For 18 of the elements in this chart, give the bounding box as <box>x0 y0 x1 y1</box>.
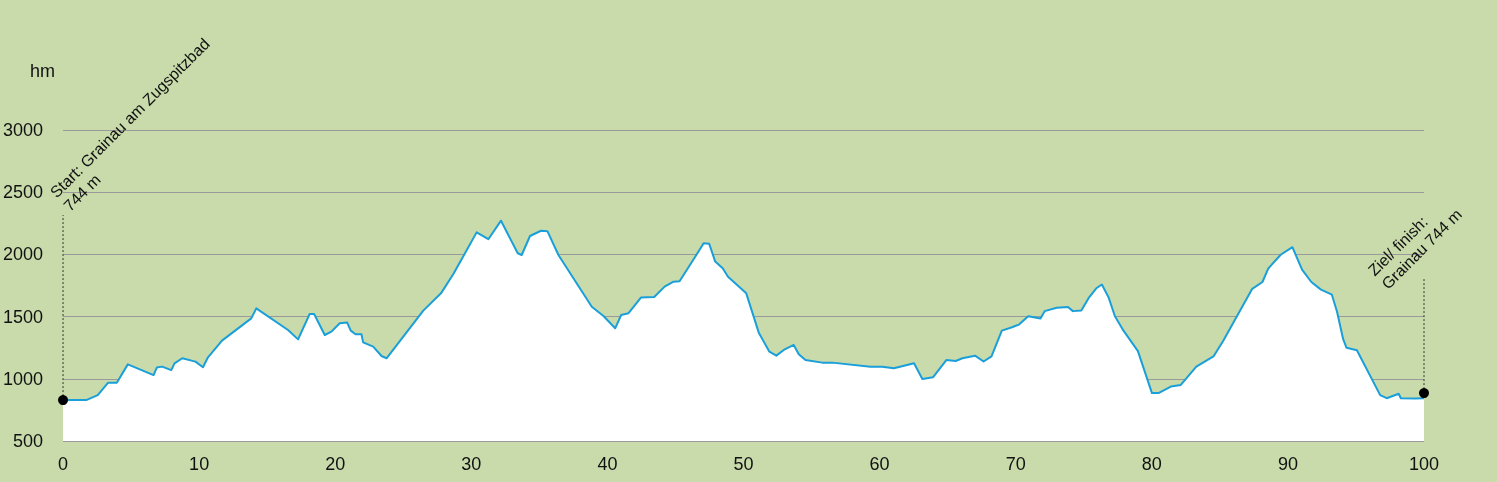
y-tick-label: 500 <box>13 431 44 451</box>
y-tick-label: 1000 <box>3 368 44 389</box>
x-tick-label: 50 <box>733 454 754 474</box>
x-tick-label: 20 <box>325 454 346 474</box>
x-tick-label: 10 <box>189 454 210 474</box>
x-tick-label: 60 <box>869 454 890 474</box>
x-tick-label: 90 <box>1277 454 1298 474</box>
x-tick-label: 30 <box>461 454 482 474</box>
y-axis-title: hm <box>30 61 56 81</box>
y-tick-label: 3000 <box>3 120 44 140</box>
y-tick-label: 1500 <box>3 306 44 327</box>
y-tick-label: 2500 <box>3 182 44 203</box>
x-tick-label: 80 <box>1141 454 1162 474</box>
x-tick-label: 0 <box>58 454 69 474</box>
x-tick-label: 70 <box>1005 454 1026 474</box>
x-tick-label: 40 <box>597 454 618 474</box>
y-tick-label: 2000 <box>3 244 44 265</box>
x-tick-label: 100 <box>1408 454 1440 474</box>
